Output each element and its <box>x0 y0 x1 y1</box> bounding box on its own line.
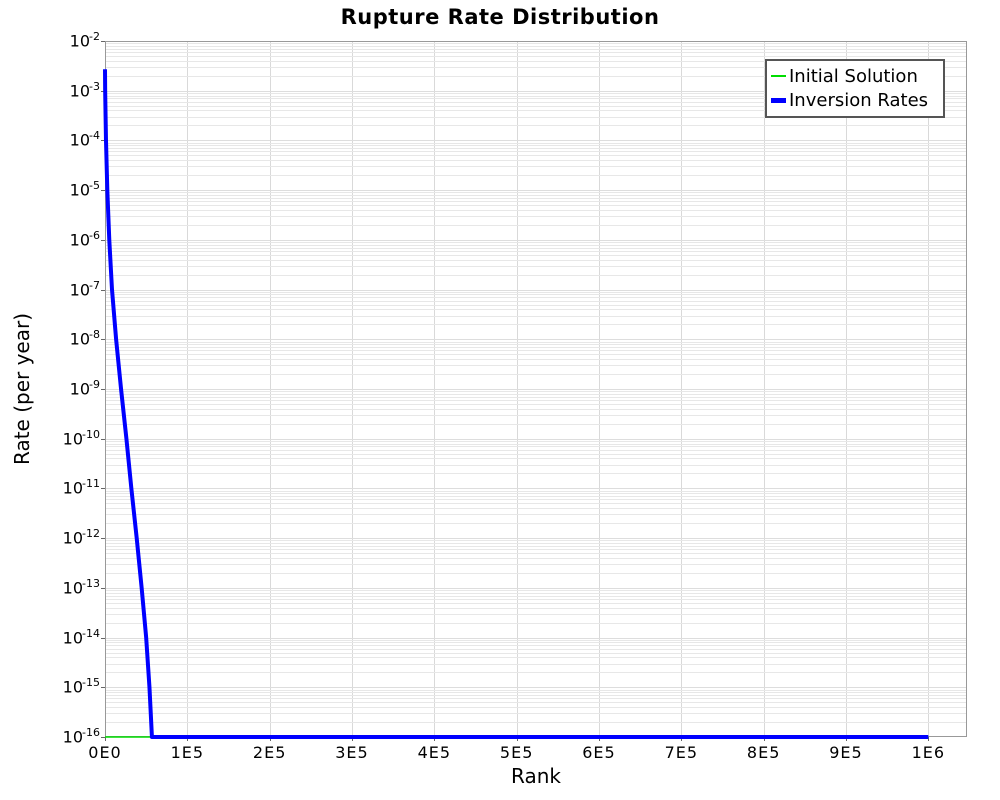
legend-item-initial-solution: Initial Solution <box>771 66 939 87</box>
y-tick-label: 10-12 <box>62 527 100 548</box>
x-axis-title: Rank <box>511 764 561 788</box>
y-tick-label: 10-2 <box>69 30 100 51</box>
y-tick-label: 10-4 <box>69 129 100 150</box>
x-tick-label: 8E5 <box>746 743 781 762</box>
initial-solution-line-swatch <box>771 75 786 78</box>
legend-label: Inversion Rates <box>789 90 929 112</box>
x-tick-label: 1E5 <box>170 743 205 762</box>
y-tick-label: 10-9 <box>69 378 100 399</box>
x-tick-label: 2E5 <box>252 743 287 762</box>
inversion-rates-line-swatch <box>771 98 786 104</box>
x-tick-label: 9E5 <box>829 743 863 762</box>
plot-canvas <box>101 41 967 741</box>
x-tick-label: 3E5 <box>335 743 369 762</box>
x-tick-label: 1E6 <box>911 743 946 762</box>
y-tick-label: 10-11 <box>62 477 100 498</box>
y-tick-label: 10-10 <box>62 427 100 449</box>
y-tick-label: 10-3 <box>69 79 100 101</box>
y-tick-label: 10-7 <box>69 278 100 299</box>
y-tick-label: 10-8 <box>69 328 100 349</box>
x-tick-label: 7E5 <box>664 743 699 762</box>
legend: Initial Solution Inversion Rates <box>765 59 945 118</box>
x-tick-label: 6E5 <box>582 743 616 762</box>
y-tick-label: 10-13 <box>62 576 100 598</box>
y-tick-label: 10-15 <box>62 676 100 697</box>
x-tick-label: 0E0 <box>88 743 122 762</box>
x-tick-label: 4E5 <box>417 743 452 762</box>
x-tick-label: 5E5 <box>499 743 534 762</box>
y-tick-label: 10-5 <box>69 179 100 200</box>
legend-label: Initial Solution <box>789 65 918 87</box>
y-tick-label: 10-6 <box>69 228 100 250</box>
chart-title: Rupture Rate Distribution <box>340 5 660 29</box>
y-tick-label: 10-16 <box>62 726 100 747</box>
plot-area <box>101 41 967 741</box>
legend-item-inversion-rates: Inversion Rates <box>771 90 939 111</box>
y-tick-label: 10-14 <box>62 626 100 647</box>
